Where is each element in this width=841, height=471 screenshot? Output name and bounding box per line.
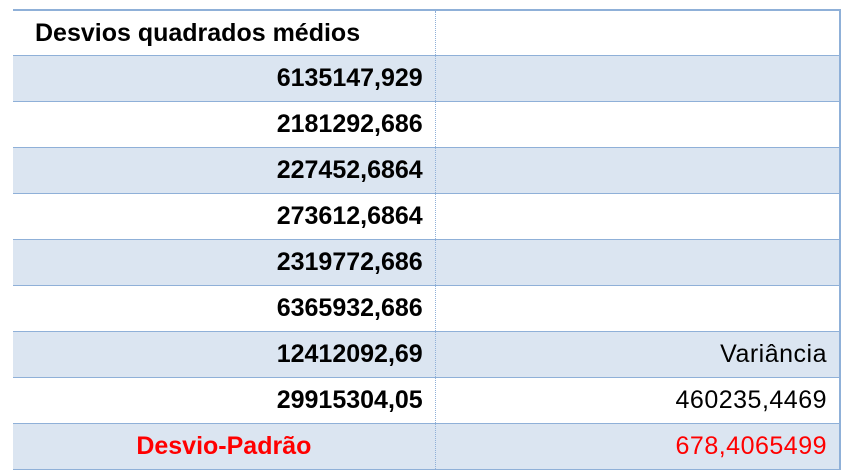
std-dev-value: 678,4065499 (435, 423, 841, 470)
deviation-table: Desvios quadrados médios 6135147,929 218… (13, 9, 841, 470)
side-cell (435, 193, 841, 240)
table-row: 6365932,686 (13, 285, 841, 332)
header-empty-cell (435, 9, 841, 56)
std-dev-label: Desvio-Padrão (13, 423, 436, 470)
table-row: 6135147,929 (13, 55, 841, 102)
table-footer-row: Desvio-Padrão 678,4065499 (13, 423, 841, 470)
deviation-value: 12412092,69 (13, 331, 436, 378)
side-cell (435, 285, 841, 332)
side-cell (435, 147, 841, 194)
table-row: 12412092,69 Variância (13, 331, 841, 378)
side-cell (435, 239, 841, 286)
table-row: 2181292,686 (13, 101, 841, 148)
variance-value: 460235,4469 (435, 377, 841, 424)
deviation-value: 6135147,929 (13, 55, 436, 102)
side-cell (435, 55, 841, 102)
side-cell (435, 101, 841, 148)
deviation-value: 273612,6864 (13, 193, 436, 240)
deviation-value: 227452,6864 (13, 147, 436, 194)
table-header-row: Desvios quadrados médios (13, 9, 841, 56)
deviation-value: 2181292,686 (13, 101, 436, 148)
table-row: 273612,6864 (13, 193, 841, 240)
table-row: 2319772,686 (13, 239, 841, 286)
deviation-value: 29915304,05 (13, 377, 436, 424)
header-cell: Desvios quadrados médios (13, 9, 436, 56)
deviation-value: 6365932,686 (13, 285, 436, 332)
deviation-value: 2319772,686 (13, 239, 436, 286)
table-row: 227452,6864 (13, 147, 841, 194)
variance-label: Variância (435, 331, 841, 378)
table-row: 29915304,05 460235,4469 (13, 377, 841, 424)
